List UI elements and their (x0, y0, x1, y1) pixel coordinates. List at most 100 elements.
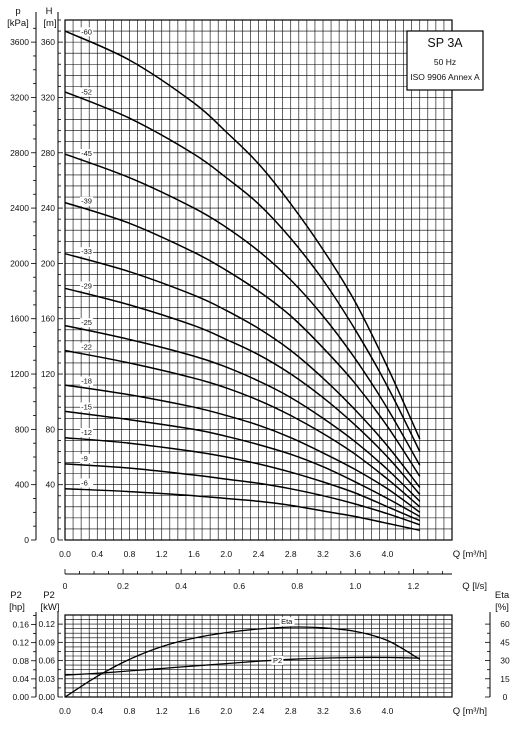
curve-label-bg (80, 149, 94, 159)
eta-axis-symbol: Eta (495, 590, 510, 601)
curve-label: -52 (81, 87, 92, 96)
lps-tick-label: 0 (63, 581, 68, 591)
eta-tick-label: 60 (500, 619, 510, 629)
q-tick-label: 2.8 (285, 549, 297, 559)
chart-standard: ISO 9906 Annex A (410, 72, 480, 82)
lps-tick-label: 0.4 (175, 581, 187, 591)
kw-tick-label: 0.09 (38, 637, 55, 647)
lps-tick-label: 0.8 (291, 581, 303, 591)
hp-axis-unit: [hp] (9, 602, 25, 613)
q-tick-label: 4.0 (382, 549, 394, 559)
q-tick-label-bottom: 0.8 (124, 706, 136, 716)
curve-label: -12 (81, 428, 92, 437)
lps-tick-label: 0.2 (117, 581, 129, 591)
curve-label: -29 (81, 281, 92, 290)
pump-curve (64, 91, 421, 452)
pressure-tick-label: 3600 (10, 37, 29, 47)
hp-tick-label: 0.00 (12, 692, 29, 702)
p2-label-bg (271, 655, 284, 665)
pressure-tick-label: 2000 (10, 258, 29, 268)
q-tick-label: 2.0 (220, 549, 232, 559)
curve-label: -18 (81, 377, 92, 386)
axes (31, 12, 491, 698)
curve-label: -39 (81, 197, 92, 206)
pressure-tick-label: 2800 (10, 148, 29, 158)
pressure-tick-label: 800 (15, 424, 29, 434)
curve-label-bg (80, 196, 94, 206)
curve-label-bg (80, 318, 94, 328)
lps-tick-label: 1.0 (349, 581, 361, 591)
pump-curve (64, 410, 421, 518)
pump-curve (64, 30, 421, 440)
q-tick-label: 0.8 (124, 549, 136, 559)
q-tick-label: 0.0 (59, 549, 71, 559)
lps-axis-label: Q [l/s] (462, 581, 487, 592)
curve-label-bg (80, 281, 94, 291)
hp-tick-label: 0.08 (12, 656, 29, 666)
q-axis-label-bottom: Q [m³/h] (453, 706, 487, 717)
chart-frequency: 50 Hz (434, 57, 456, 67)
p2-curve (64, 656, 420, 676)
pressure-axis-unit: [kPa] (7, 18, 29, 29)
pump-curve (64, 287, 421, 495)
labels: 0400800120016002000240028003200360004080… (7, 6, 510, 717)
hp-tick-label: 0.04 (12, 674, 29, 684)
q-tick-label-bottom: 3.6 (349, 706, 361, 716)
q-tick-label-bottom: 3.2 (317, 706, 329, 716)
q-tick-label-bottom: 0.4 (91, 706, 103, 716)
pump-curve (64, 463, 421, 526)
q-tick-label: 1.6 (188, 549, 200, 559)
pump-curve (64, 436, 421, 522)
plot-frame-bottom (64, 614, 453, 698)
pressure-tick-label: 1200 (10, 369, 29, 379)
head-tick-label: 320 (41, 92, 55, 102)
curve-label-bg (80, 342, 94, 352)
eta-axis-unit: [%] (495, 602, 509, 613)
curve-label-bg (80, 478, 94, 488)
pressure-tick-label: 1600 (10, 314, 29, 324)
q-tick-label: 3.2 (317, 549, 329, 559)
title-box (406, 30, 484, 91)
q-tick-label-bottom: 2.4 (253, 706, 265, 716)
eta-label-bg (279, 617, 295, 627)
plot-frame-top (64, 19, 453, 541)
curve-label-bg (80, 453, 94, 463)
lps-tick-label: 0.6 (233, 581, 245, 591)
head-tick-label: 200 (41, 258, 55, 268)
q-tick-label: 0.4 (91, 549, 103, 559)
curves (64, 30, 421, 698)
head-tick-label: 240 (41, 203, 55, 213)
pressure-tick-label: 2400 (10, 203, 29, 213)
eta-curve (64, 626, 421, 698)
kw-tick-label: 0.00 (38, 692, 55, 702)
head-axis-unit: [m] (43, 18, 56, 29)
curve-label: -15 (81, 402, 92, 411)
pressure-tick-label: 3200 (10, 92, 29, 102)
curve-label: -9 (81, 454, 88, 463)
q-tick-label-bottom: 2.8 (285, 706, 297, 716)
q-tick-label: 3.6 (349, 549, 361, 559)
chart-title: SP 3A (427, 36, 463, 50)
curve-label: -60 (81, 27, 92, 36)
pump-curve (64, 488, 420, 532)
pump-curve (64, 324, 421, 502)
lps-tick-label: 1.2 (407, 581, 419, 591)
curve-label: -6 (81, 479, 88, 488)
head-tick-label: 80 (46, 424, 56, 434)
pump-curve (64, 201, 421, 477)
eta-tick-label: 45 (500, 637, 510, 647)
q-tick-label-bottom: 4.0 (382, 706, 394, 716)
curve-label-bg (80, 27, 94, 37)
curve-label-bg (80, 376, 94, 386)
hp-axis-symbol: P2 (10, 590, 22, 601)
curve-label-bg (80, 402, 94, 412)
eta-tick-label: 0 (503, 692, 508, 702)
curve-label: -22 (81, 343, 92, 352)
eta-tick-label: 15 (500, 674, 510, 684)
pump-curve (64, 252, 421, 488)
curve-label-bg (80, 428, 94, 438)
q-tick-label-bottom: 2.0 (220, 706, 232, 716)
q-tick-label-bottom: 1.6 (188, 706, 200, 716)
head-tick-label: 360 (41, 37, 55, 47)
